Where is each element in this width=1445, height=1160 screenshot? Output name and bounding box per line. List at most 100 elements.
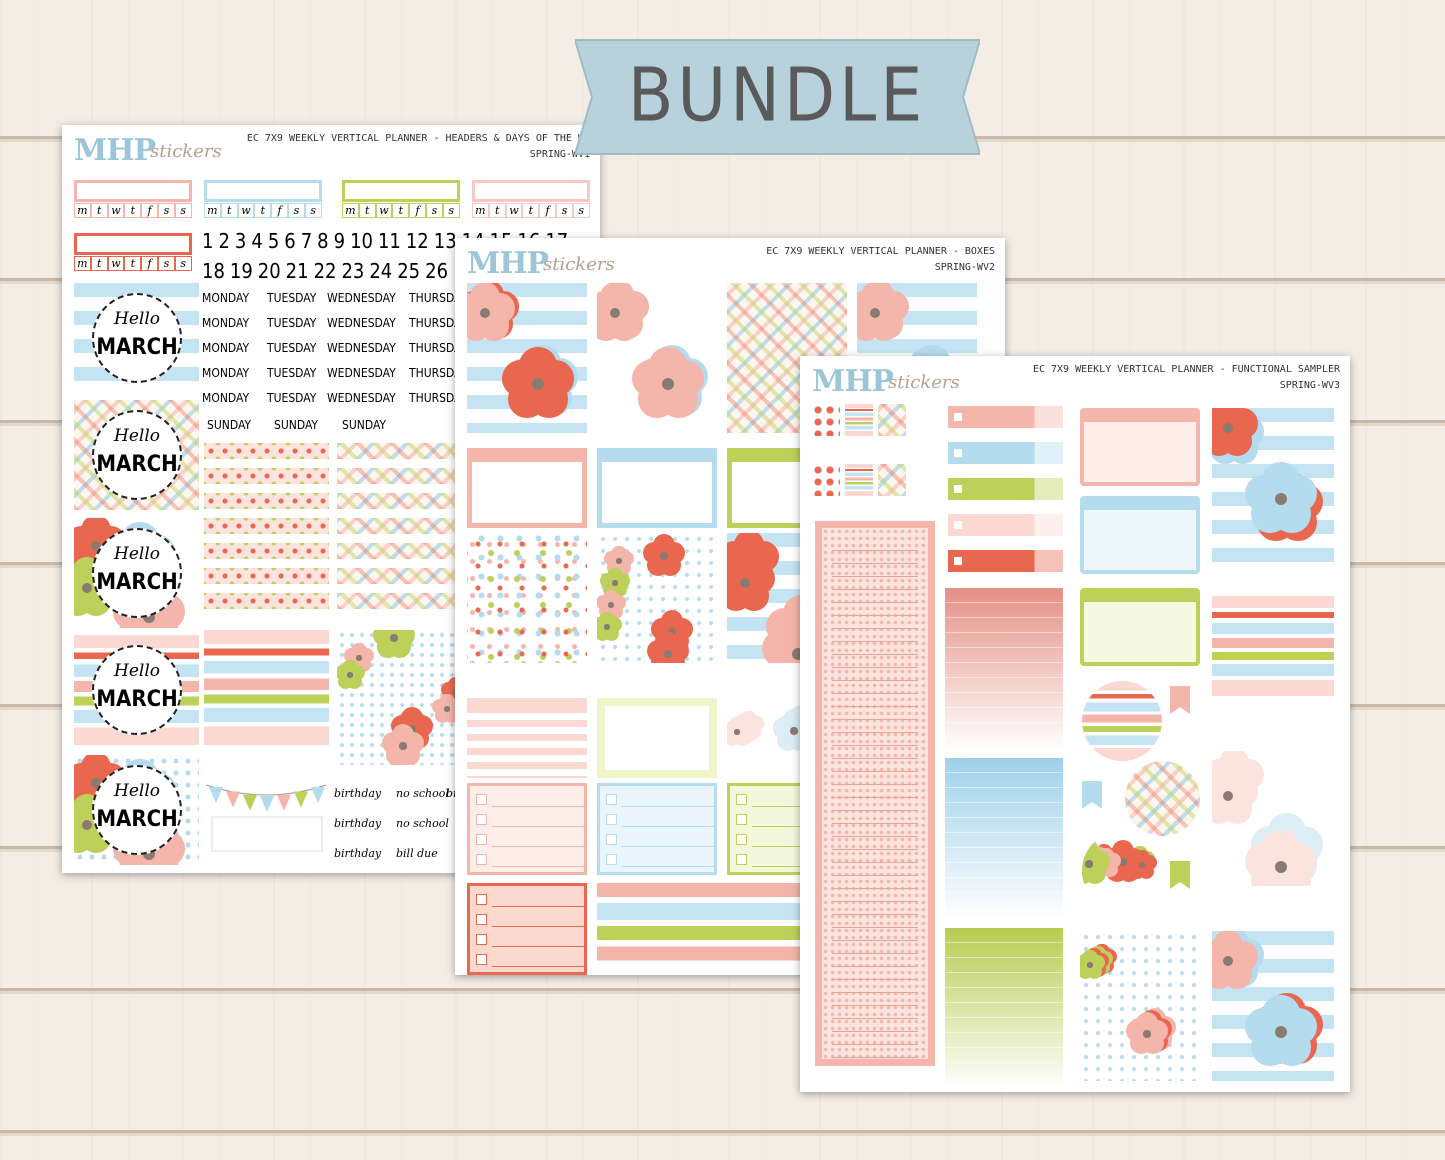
ruled-line [832, 732, 918, 733]
ruled-line [832, 1057, 918, 1058]
ruled-line [832, 771, 918, 772]
ruled-line [832, 1018, 918, 1019]
flower-petal [501, 359, 539, 397]
header-box [74, 233, 192, 255]
washi-strip [204, 518, 329, 534]
floral-sticker [597, 283, 717, 433]
weekday-letter: t [392, 203, 410, 218]
ruled-line [832, 1044, 918, 1045]
weekday-letter: t [124, 203, 142, 218]
date-number: 10 [350, 229, 373, 253]
washi-strip [204, 593, 329, 609]
flower-center [1085, 860, 1093, 868]
flower-petal [337, 664, 351, 681]
bunting-flag [277, 794, 291, 811]
weekday-letter: t [522, 203, 540, 218]
script-label: no school [396, 787, 449, 800]
sticker-sheet: MHP stickers EC 7X9 WEEKLY VERTICAL PLANNE… [800, 356, 1350, 1092]
checkbox [476, 954, 487, 965]
flower-center [81, 819, 93, 831]
bar-sticker [948, 406, 1063, 428]
checkbox [736, 814, 747, 825]
flower-petal [597, 616, 608, 633]
flower-center [616, 558, 622, 564]
flower-petal [646, 639, 669, 662]
script-label: bill due [396, 847, 438, 860]
hello-script: Hello [114, 544, 160, 564]
date-number: 21 [285, 259, 309, 283]
ruled-line [832, 836, 918, 837]
washi-strip [204, 568, 329, 584]
thumb-sticker [878, 404, 906, 436]
hello-circle: Hello MARCH [92, 410, 182, 500]
thumb-sticker [845, 464, 873, 496]
brand-logo: MHP [467, 246, 549, 281]
flower-center [1143, 1030, 1151, 1038]
checkbox [476, 914, 487, 925]
flower-petal [603, 550, 620, 567]
ruled-line [832, 615, 918, 616]
bunting-string [205, 784, 327, 796]
ruled-line [832, 745, 918, 746]
flower-center [1119, 858, 1127, 866]
day-name: WEDNESDAY [327, 391, 396, 405]
weekday-letter: s [288, 203, 305, 218]
checklist-line [492, 946, 584, 947]
flower-center [734, 729, 740, 735]
hello-sticker: Hello MARCH [74, 400, 199, 510]
date-number: 4 [251, 229, 263, 253]
day-name: THURSDAY [409, 391, 468, 405]
hello-month: MARCH [96, 335, 178, 360]
date-number: 3 [234, 229, 247, 253]
bunting-banner [211, 816, 323, 852]
flower-petal [597, 594, 612, 611]
sheet-code: SPRING-WV1 [529, 149, 590, 160]
flower-petal [1244, 1007, 1282, 1045]
sheet-title: EC 7X9 WEEKLY VERTICAL PLANNER - HEADERS… [246, 133, 590, 144]
day-name: MONDAY [202, 341, 250, 355]
weekday-letter: t [90, 203, 108, 218]
weekday-letter: s [572, 203, 590, 218]
checklist-line [752, 846, 844, 847]
ruled-line [832, 784, 918, 785]
ruled-line [832, 563, 918, 564]
ruled-line [832, 589, 918, 590]
checklist-line [492, 966, 584, 967]
weekday-letter: t [254, 203, 272, 218]
flower-petal [599, 572, 616, 589]
checkbox [606, 794, 617, 805]
bunting-flag [260, 796, 274, 812]
weekday-letter: w [375, 203, 393, 218]
ruled-line [832, 680, 918, 681]
banner-ribbon [575, 40, 980, 154]
framed-sticker [597, 698, 717, 778]
weekday-letter: w [107, 203, 125, 218]
checkbox [606, 834, 617, 845]
weekday-letter: w [505, 203, 523, 218]
brand-logo: MHP [74, 133, 156, 168]
checkbox [606, 814, 617, 825]
weekday-letter: s [174, 203, 192, 218]
ruled-line [832, 810, 918, 811]
flower-center [479, 307, 491, 319]
date-number: 2 [218, 229, 230, 253]
weekday-letter: s [556, 203, 573, 218]
hello-circle: Hello MARCH [92, 293, 182, 383]
header-box [74, 180, 192, 202]
outline-box [467, 448, 587, 528]
day-name: MONDAY [202, 291, 250, 305]
weekday-letter: m [342, 203, 359, 218]
floral-sticker [1080, 931, 1200, 1081]
ruled-line [832, 719, 918, 720]
ruled-line [832, 992, 918, 993]
floral-sticker [597, 533, 717, 663]
flower-petal [1082, 861, 1094, 884]
date-number: 5 [267, 229, 280, 253]
flower-center [1274, 492, 1288, 506]
weekday-letter: w [107, 256, 125, 271]
ruled-line [832, 927, 918, 928]
hello-script: Hello [114, 309, 160, 329]
ruled-line [832, 940, 918, 941]
weekday-letter: f [271, 203, 288, 218]
hello-month: MARCH [96, 807, 178, 832]
